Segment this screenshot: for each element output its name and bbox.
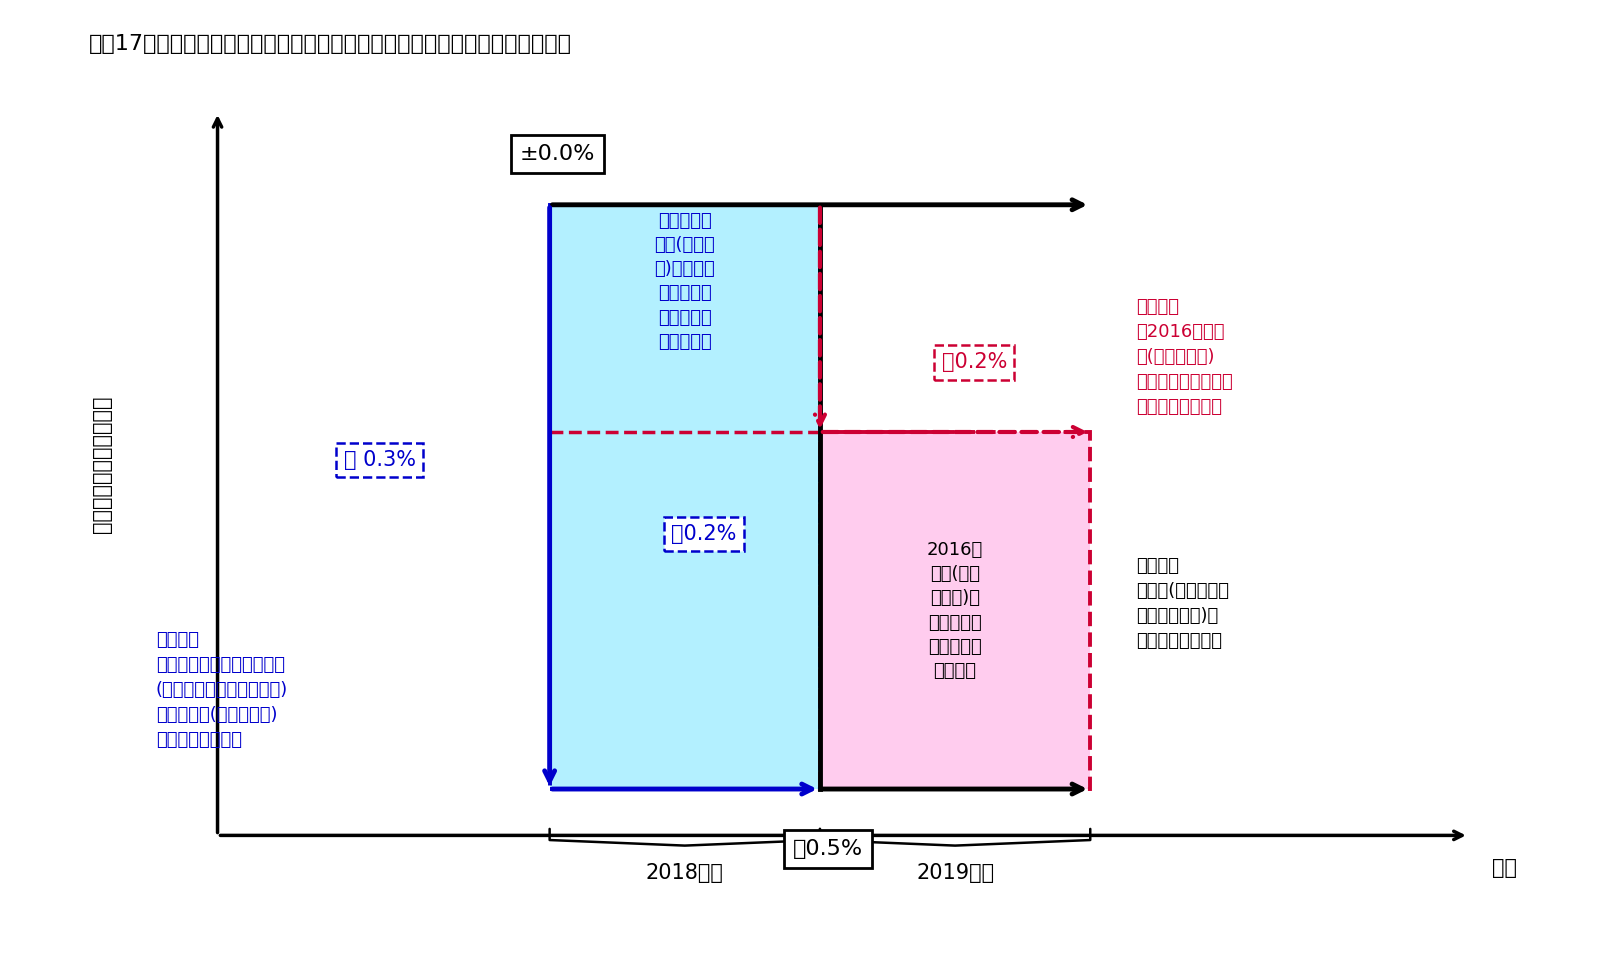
Text: －0.2%: －0.2% [941, 353, 1007, 373]
Text: 【黒線】
　実際(繰越の精算
　がある場合)の
　給付水準の変化: 【黒線】 実際(繰越の精算 がある場合)の 給付水準の変化 [1136, 557, 1229, 650]
Bar [550, 205, 821, 789]
Text: ±0.0%: ±0.0% [520, 144, 595, 164]
Text: 2018年度: 2018年度 [645, 864, 724, 883]
Text: －0.2%: －0.2% [671, 524, 737, 544]
Bar [821, 432, 1091, 789]
Text: 特例がない
場合(フル適
用)と比べて
将来給付の
低下抑制を
逸した部分: 特例がない 場合(フル適 用)と比べて 将来給付の 低下抑制を 逸した部分 [655, 212, 714, 351]
Text: 給付水準（所得代替率）: 給付水準（所得代替率） [92, 396, 111, 533]
Text: 【赤線】
　2016年改正
　(繰越の精算)
　がなかった場合の
　給付水準の変化: 【赤線】 2016年改正 (繰越の精算) がなかった場合の 給付水準の変化 [1136, 298, 1234, 415]
Text: 2019年度: 2019年度 [916, 864, 994, 883]
Text: 図袈17　マクロ経済スライドの繰越精算とフル適用の効果の比較（イメージ）: 図袈17 マクロ経済スライドの繰越精算とフル適用の効果の比較（イメージ） [88, 34, 571, 54]
Text: 』青線『
マクロ経済スライドの特例
(いわゆる名目下限ルール)
がない場合(フル適用時)
の給付水準の変化: 』青線『 マクロ経済スライドの特例 (いわゆる名目下限ルール) がない場合(フル… [156, 632, 288, 750]
Text: 年度: 年度 [1492, 858, 1517, 878]
Text: －0.5%: －0.5% [793, 839, 862, 860]
Text: 2016年
改正(繰越
の精算)で
将来給付の
低下抑制が
進む部分: 2016年 改正(繰越 の精算)で 将来給付の 低下抑制が 進む部分 [927, 541, 983, 680]
Text: － 0.3%: － 0.3% [344, 450, 415, 469]
